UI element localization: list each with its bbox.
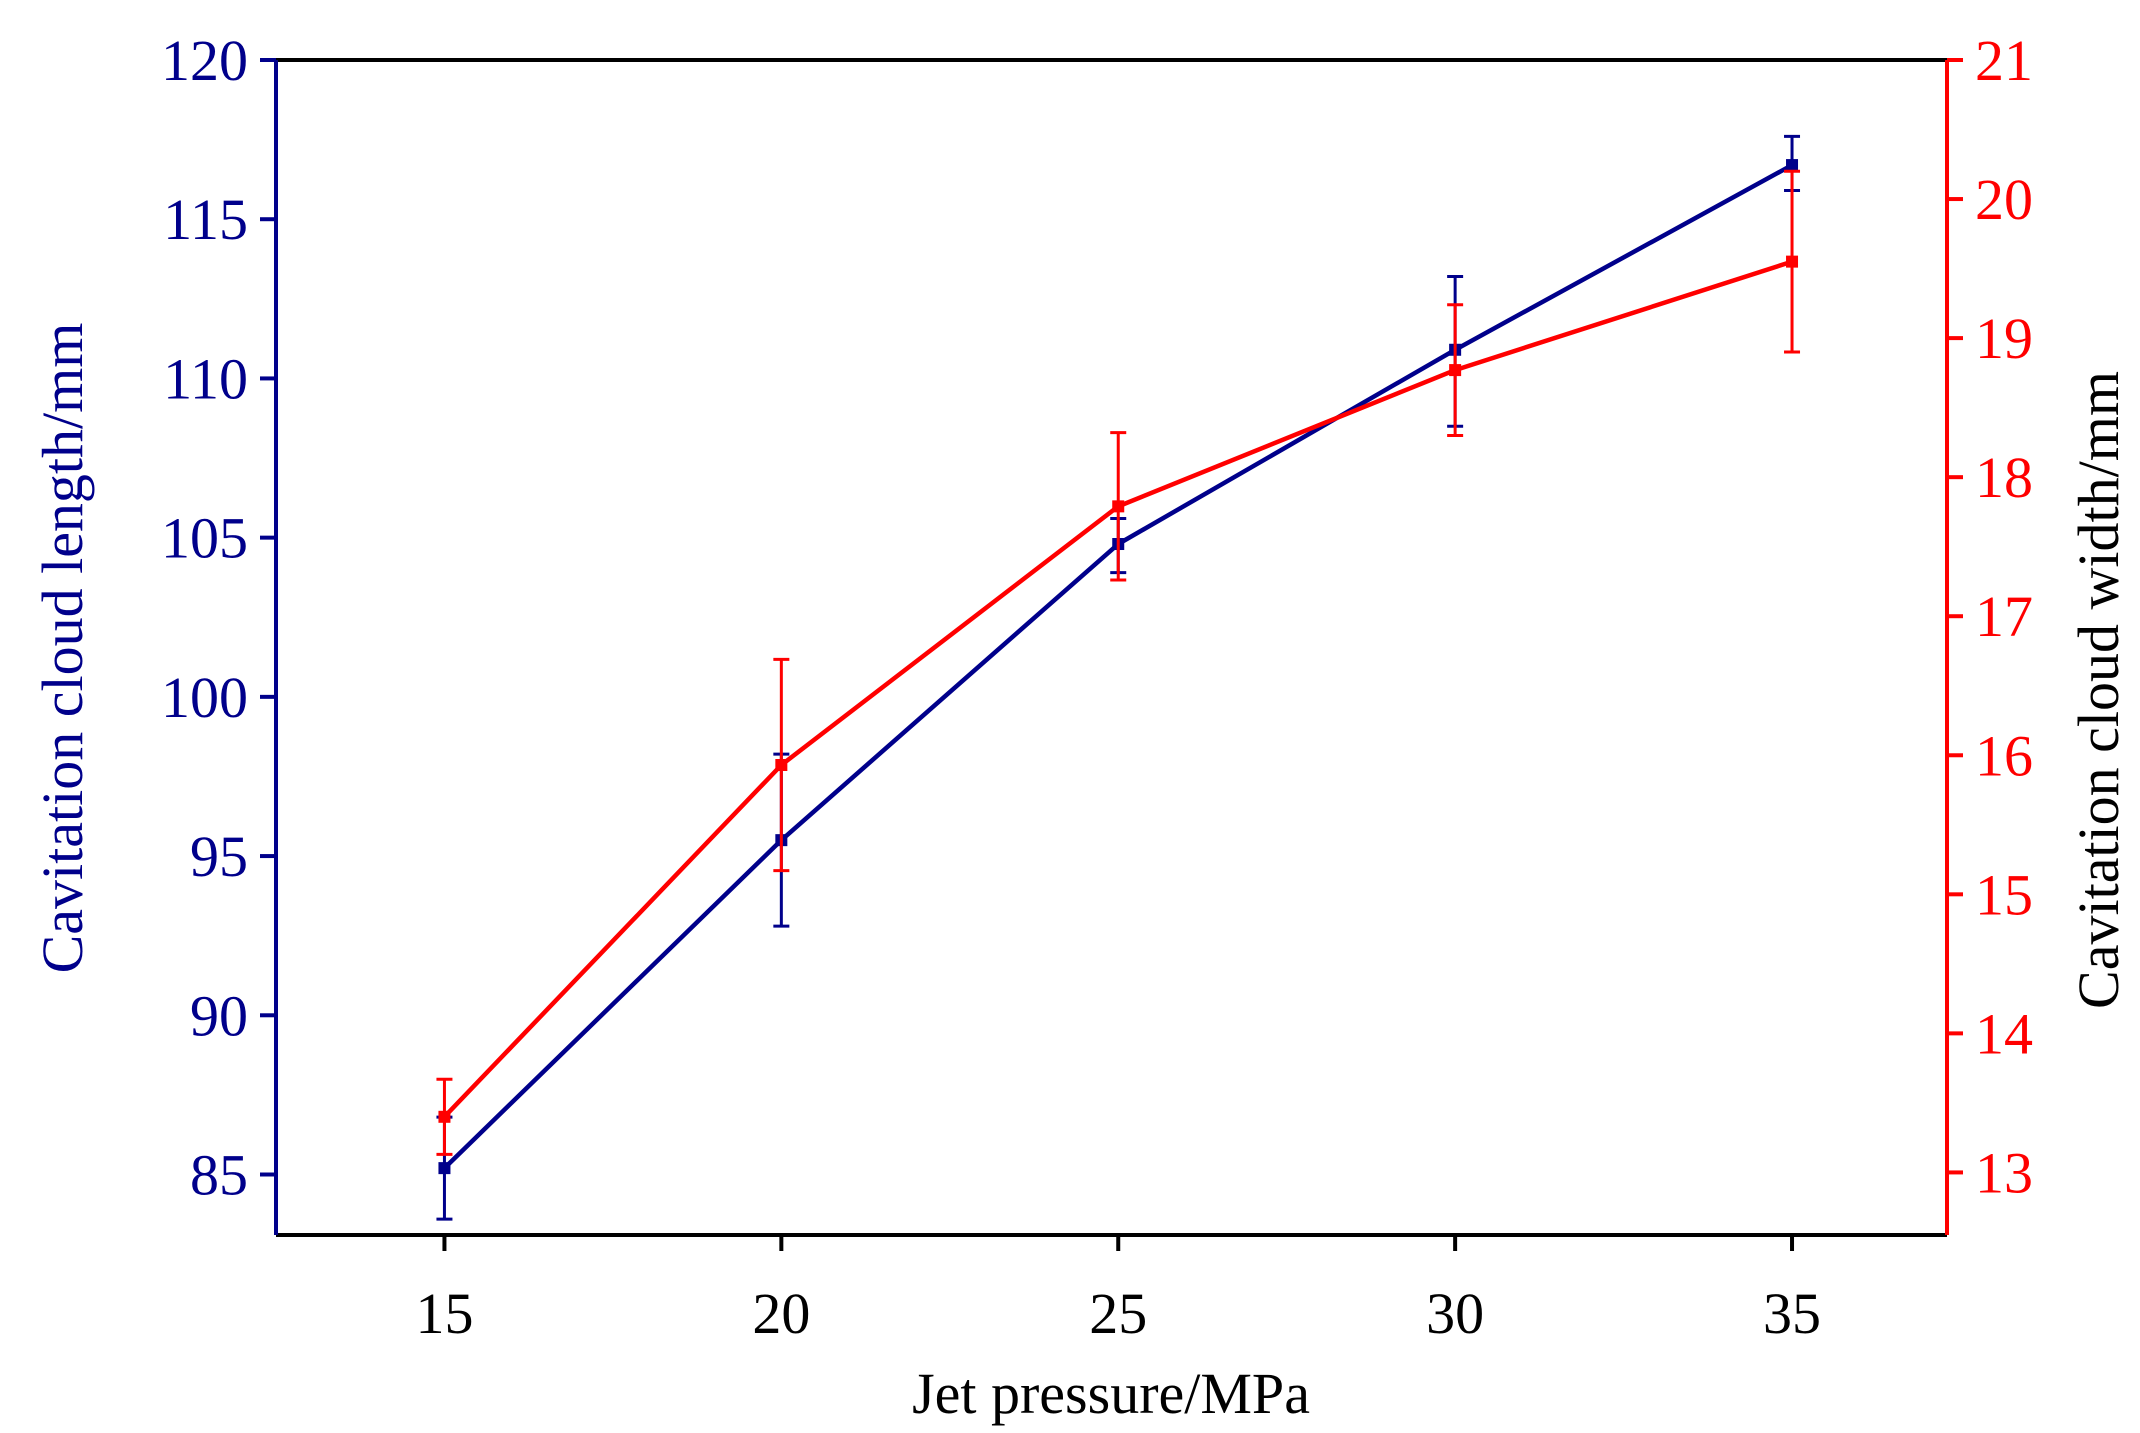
- data-point-length: [438, 1162, 451, 1175]
- left-y-axis-ticks: 85 90 95 100 105 110 115 120: [161, 28, 276, 1207]
- right-y-tick-label: 20: [1975, 167, 2033, 232]
- left-y-tick-label: 105: [161, 506, 248, 571]
- left-y-tick-label: 90: [190, 983, 248, 1048]
- data-point-width: [438, 1110, 451, 1123]
- right-y-tick-label: 17: [1975, 584, 2033, 649]
- left-y-tick-label: 100: [161, 665, 248, 730]
- right-y-tick-label: 19: [1975, 306, 2033, 371]
- right-y-tick-label: 14: [1975, 1001, 2033, 1066]
- right-y-tick-label: 15: [1975, 862, 2033, 927]
- series-layer: [436, 134, 1801, 1221]
- right-y-axis-ticks: 13 14 15 16 17 18 19 20 21: [1947, 28, 2033, 1205]
- x-axis-ticks: 15 20 25 30 35: [415, 1235, 1821, 1346]
- left-y-tick-label: 115: [163, 187, 248, 252]
- data-point-width: [775, 759, 788, 771]
- x-tick-label: 20: [752, 1281, 810, 1346]
- x-tick-label: 25: [1089, 1281, 1147, 1346]
- left-y-tick-label: 120: [161, 28, 248, 93]
- right-y-tick-label: 13: [1975, 1140, 2033, 1205]
- left-y-tick-label: 95: [190, 824, 248, 889]
- data-point-width: [1786, 255, 1799, 268]
- right-y-tick-label: 16: [1975, 723, 2033, 788]
- left-y-axis-title: Cavitation cloud length/mm: [30, 323, 95, 974]
- right-y-tick-label: 18: [1975, 445, 2033, 510]
- data-point-length: [1786, 159, 1799, 172]
- x-tick-label: 30: [1426, 1281, 1484, 1346]
- left-y-tick-label: 85: [190, 1142, 248, 1207]
- left-y-tick-label: 110: [163, 346, 248, 411]
- x-tick-label: 15: [415, 1281, 473, 1346]
- data-point-width: [1449, 364, 1462, 377]
- x-axis-title: Jet pressure/MPa: [912, 1361, 1310, 1426]
- right-y-axis-title: Cavitation cloud width/mm: [2066, 371, 2131, 1009]
- x-tick-label: 35: [1763, 1281, 1821, 1346]
- data-point-width: [1112, 500, 1125, 513]
- right-y-tick-label: 21: [1975, 28, 2033, 93]
